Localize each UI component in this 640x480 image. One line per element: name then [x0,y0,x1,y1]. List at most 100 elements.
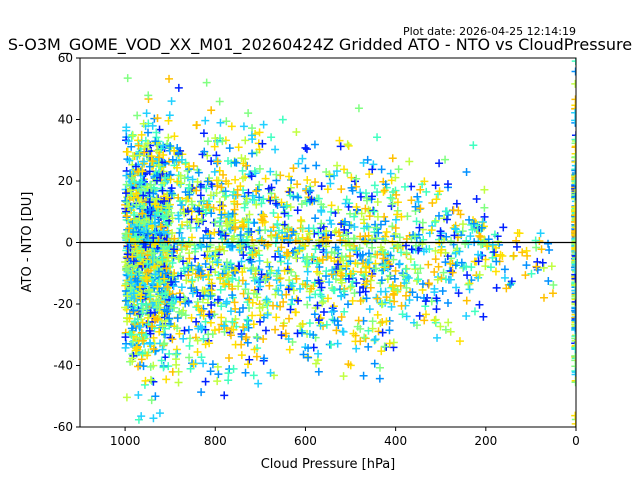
data-point [201,377,210,386]
y-tick-label: -60 [53,420,73,434]
data-point [571,351,576,360]
data-point [533,257,542,266]
data-point [571,274,576,283]
data-point [464,280,473,289]
data-point [277,331,286,340]
data-point [386,169,395,178]
data-point [212,156,221,165]
data-point [132,247,141,256]
data-point [239,251,248,260]
data-point [158,211,167,220]
data-point [177,309,186,318]
data-point [187,284,196,293]
data-point [373,188,382,197]
data-point [206,292,215,301]
data-point [224,212,233,221]
data-point [280,266,289,275]
data-point [424,260,433,269]
data-point [122,198,131,207]
data-point [193,177,202,186]
data-point [473,221,482,230]
data-point [233,200,242,209]
data-point [444,318,453,327]
data-point [199,129,208,138]
data-point [532,262,541,271]
data-point [468,225,477,234]
data-point [236,230,245,239]
data-point [344,300,353,309]
data-point [167,184,176,193]
data-point [389,338,398,347]
data-point [386,251,395,260]
data-point [205,310,214,319]
data-point [243,315,252,324]
data-point [352,279,361,288]
data-point [206,367,215,376]
data-point [174,83,183,92]
data-point [393,210,402,219]
data-point [256,282,265,291]
data-point [486,263,495,272]
data-point [248,311,257,320]
data-point [571,108,576,117]
data-point [317,206,326,215]
data-point [149,344,158,353]
data-point [206,234,215,243]
data-point [326,179,335,188]
data-point [361,204,370,213]
data-point [462,262,471,271]
data-point [372,293,381,302]
data-point [286,191,295,200]
data-point [380,186,389,195]
data-point [398,310,407,319]
data-point [344,141,353,150]
data-point [252,187,261,196]
data-point [136,253,145,262]
data-point [272,313,281,322]
data-point [296,284,305,293]
data-point [345,240,354,249]
data-point [278,234,287,243]
data-point [188,276,197,285]
data-point [448,268,457,277]
data-point [472,195,481,204]
data-point [215,97,224,106]
data-point [328,266,337,275]
data-point [415,311,424,320]
data-point [263,258,272,267]
data-point [271,252,280,261]
data-point [245,210,254,219]
data-point [128,252,137,261]
data-point [271,325,280,334]
data-point [372,223,381,232]
data-point [427,226,436,235]
data-point [292,274,301,283]
data-point [228,209,237,218]
data-point [217,183,226,192]
data-point [521,271,530,280]
data-point [399,271,408,280]
data-point [289,286,298,295]
data-point [192,186,201,195]
data-point [350,212,359,221]
data-point [122,279,131,288]
data-point [397,212,406,221]
data-point [385,326,394,335]
data-point [268,301,277,310]
data-point [451,225,460,234]
data-point [269,209,278,218]
data-point [132,189,141,198]
data-point [142,109,151,118]
data-point [255,193,264,202]
data-point [188,289,197,298]
data-point [261,326,270,335]
data-point [336,266,345,275]
data-point [234,262,243,271]
data-point [330,249,339,258]
data-point [401,291,410,300]
data-point [241,155,250,164]
data-point [149,414,158,423]
data-point [335,136,344,145]
data-point [311,214,320,223]
data-point [384,260,393,269]
